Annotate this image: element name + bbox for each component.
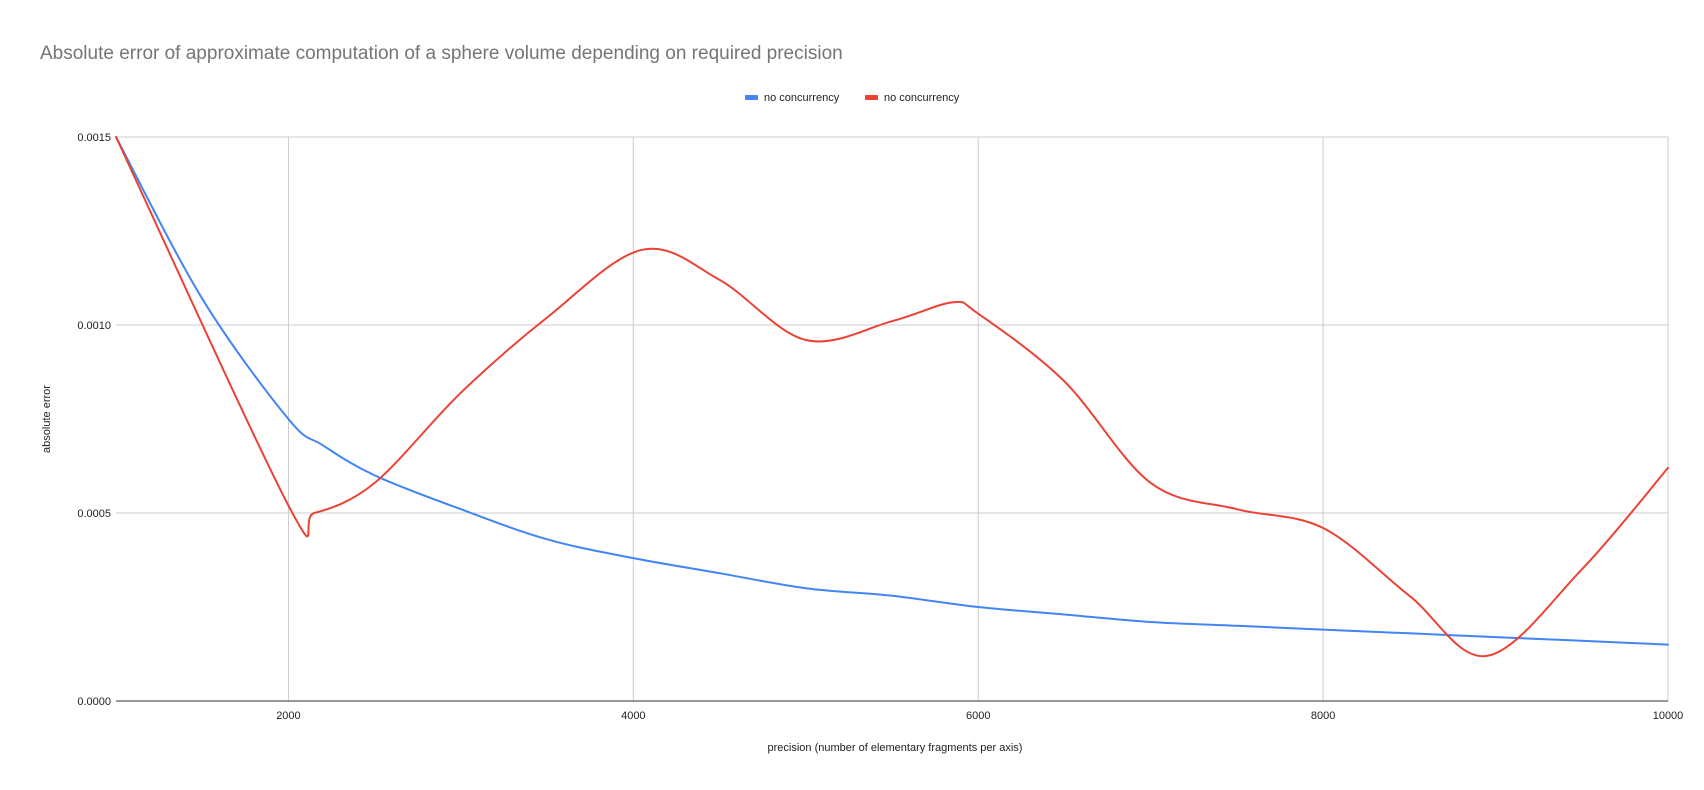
series-layer (115, 136, 1669, 657)
x-tick-label: 2000 (276, 710, 300, 722)
x-axis-label: precision (number of elementary fragment… (768, 742, 1023, 754)
x-tick-label: 8000 (1311, 710, 1335, 722)
y-tick-label: 0.0015 (77, 132, 111, 144)
legend-swatch-blue (745, 95, 758, 100)
y-tick-label: 0.0005 (77, 508, 111, 520)
chart-title: Absolute error of approximate computatio… (40, 43, 843, 64)
x-tick-label: 4000 (621, 710, 645, 722)
legend-label-red: no concurrency (884, 92, 960, 104)
x-tick-label: 6000 (966, 710, 990, 722)
y-tick-label: 0.0010 (77, 320, 111, 332)
gridlines (116, 136, 1669, 701)
y-tick-label: 0.0000 (77, 696, 111, 708)
y-axis-label: absolute error (41, 385, 53, 453)
legend-swatch-red (865, 95, 878, 100)
x-tick-label: 10000 (1653, 710, 1684, 722)
legend: no concurrency no concurrency (745, 92, 960, 104)
legend-label-blue: no concurrency (764, 92, 840, 104)
x-axis-ticks: 2000 4000 6000 8000 10000 (276, 710, 1683, 722)
series-line-red (115, 136, 1669, 657)
y-axis-ticks: 0.0000 0.0005 0.0010 0.0015 (77, 132, 111, 708)
series-line-blue (115, 136, 1669, 646)
